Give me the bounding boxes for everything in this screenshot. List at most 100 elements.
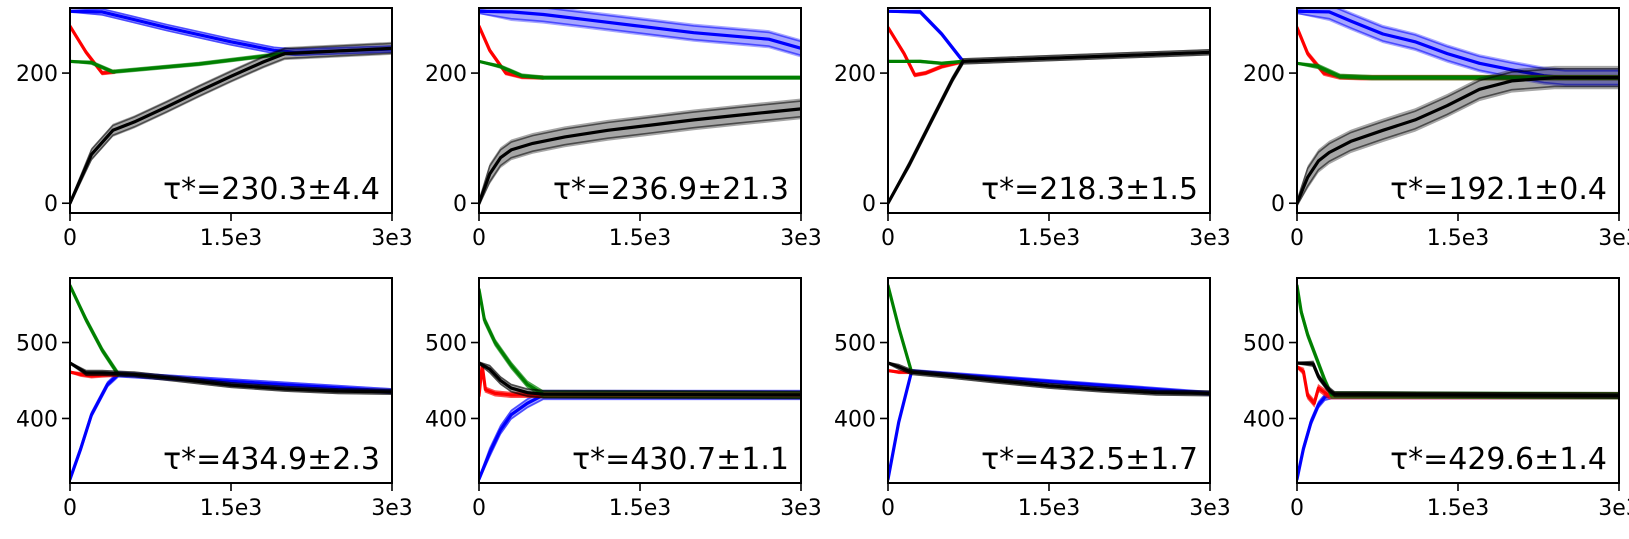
- x-tick-label: 0: [63, 496, 77, 521]
- series-3: [70, 284, 120, 378]
- series-mean-line: [70, 284, 120, 376]
- y-tick-label: 0: [44, 192, 58, 217]
- series-run-line: [1297, 68, 1619, 201]
- series-run-line: [479, 60, 801, 77]
- x-tick-label: 1.5e3: [200, 496, 263, 521]
- subplot-8: 0 1.5e3 3e3 400 500 τ*=429.6±1.4: [1243, 277, 1629, 521]
- series-mean-line: [70, 46, 392, 205]
- series-3: [479, 287, 801, 399]
- series-2: [1297, 365, 1619, 408]
- series-mean-line: [479, 361, 801, 397]
- series-run-line: [70, 52, 392, 206]
- series-4: [479, 98, 801, 207]
- series-3: [1297, 284, 1619, 400]
- subplot-1: 0 1.5e3 3e3 0 200 τ*=230.3±4.4: [16, 7, 413, 251]
- series-mean-line: [70, 361, 392, 394]
- y-tick-label: 200: [834, 62, 876, 87]
- series-mean-line: [479, 59, 801, 80]
- series-mean-line: [1297, 284, 1619, 398]
- x-tick-label: 3e3: [371, 496, 413, 521]
- tau-annotation: τ*=192.1±0.4: [1390, 172, 1607, 207]
- x-tick-label: 1.5e3: [1427, 226, 1490, 251]
- series-mean-line: [70, 24, 117, 75]
- series-run-line: [888, 26, 964, 75]
- series-run-line: [888, 27, 964, 78]
- plot-area: [70, 284, 392, 481]
- series-run-line: [1297, 286, 1619, 400]
- x-tick-label: 3e3: [780, 496, 822, 521]
- series-2: [888, 25, 965, 78]
- plot-area: [479, 287, 801, 481]
- y-tick-label: 400: [16, 407, 58, 432]
- series-run-line: [479, 288, 801, 393]
- series-run-line: [1297, 360, 1619, 395]
- tau-annotation: τ*=432.5±1.7: [981, 442, 1198, 477]
- series-mean-line: [479, 107, 801, 205]
- y-tick-label: 500: [425, 332, 467, 357]
- x-tick-label: 1.5e3: [1018, 496, 1081, 521]
- subplot-6: 0 1.5e3 3e3 400 500 τ*=430.7±1.1: [425, 277, 822, 521]
- plot-area: [70, 8, 392, 206]
- x-tick-label: 0: [472, 496, 486, 521]
- y-tick-label: 500: [16, 332, 58, 357]
- x-tick-label: 0: [472, 226, 486, 251]
- tau-annotation: τ*=236.9±21.3: [553, 172, 789, 207]
- x-tick-label: 0: [881, 496, 895, 521]
- series-mean-line: [888, 369, 1210, 481]
- tau-annotation: τ*=429.6±1.4: [1390, 442, 1607, 477]
- series-run-line: [479, 361, 801, 393]
- series-mean-line: [888, 9, 965, 63]
- series-run-line: [1297, 367, 1619, 408]
- series-band: [479, 8, 801, 58]
- series-run-line: [1297, 284, 1619, 394]
- y-tick-label: 0: [1271, 192, 1285, 217]
- series-run-line: [1297, 12, 1619, 86]
- y-tick-label: 400: [425, 407, 467, 432]
- y-tick-label: 0: [453, 192, 467, 217]
- series-3: [888, 284, 914, 375]
- subplot-2: 0 1.5e3 3e3 0 200 τ*=236.9±21.3: [425, 7, 822, 251]
- series-run-line: [70, 363, 392, 395]
- series-4: [70, 361, 392, 395]
- series-4: [1297, 360, 1619, 399]
- series-mean-line: [888, 25, 965, 77]
- series-run-line: [70, 42, 392, 203]
- series-mean-line: [479, 9, 801, 50]
- x-tick-label: 1.5e3: [1018, 226, 1081, 251]
- x-tick-label: 1.5e3: [200, 226, 263, 251]
- series-run-line: [70, 26, 116, 76]
- series-run-line: [888, 361, 1210, 392]
- y-tick-label: 200: [16, 62, 58, 87]
- series-mean-line: [1297, 361, 1619, 398]
- plot-area: [479, 8, 801, 207]
- series-4: [888, 361, 1210, 397]
- x-tick-label: 0: [881, 226, 895, 251]
- x-tick-label: 1.5e3: [1427, 496, 1490, 521]
- series-band: [1297, 365, 1619, 408]
- series-1: [479, 8, 801, 58]
- series-4: [70, 41, 392, 206]
- series-4: [1297, 65, 1619, 207]
- x-tick-label: 1.5e3: [609, 496, 672, 521]
- series-run-line: [888, 362, 1210, 397]
- x-tick-label: 0: [1290, 226, 1304, 251]
- subplot-4: 0 1.5e3 3e3 0 200 τ*=192.1±0.4: [1243, 7, 1629, 251]
- y-tick-label: 500: [1243, 332, 1285, 357]
- series-band: [888, 26, 964, 77]
- series-3: [70, 51, 287, 75]
- y-tick-label: 500: [834, 332, 876, 357]
- series-run-line: [70, 361, 392, 391]
- y-tick-label: 200: [425, 62, 467, 87]
- tau-annotation: τ*=434.9±2.3: [163, 442, 380, 477]
- x-tick-label: 3e3: [1598, 496, 1629, 521]
- x-tick-label: 1.5e3: [609, 226, 672, 251]
- series-3: [479, 59, 801, 80]
- series-3: [888, 59, 965, 66]
- series-mean-line: [1297, 76, 1619, 205]
- series-mean-line: [1297, 365, 1619, 405]
- subplot-7: 0 1.5e3 3e3 400 500 τ*=432.5±1.7: [834, 277, 1231, 521]
- x-tick-label: 3e3: [371, 226, 413, 251]
- x-tick-label: 3e3: [1598, 226, 1629, 251]
- series-mean-line: [888, 50, 1210, 205]
